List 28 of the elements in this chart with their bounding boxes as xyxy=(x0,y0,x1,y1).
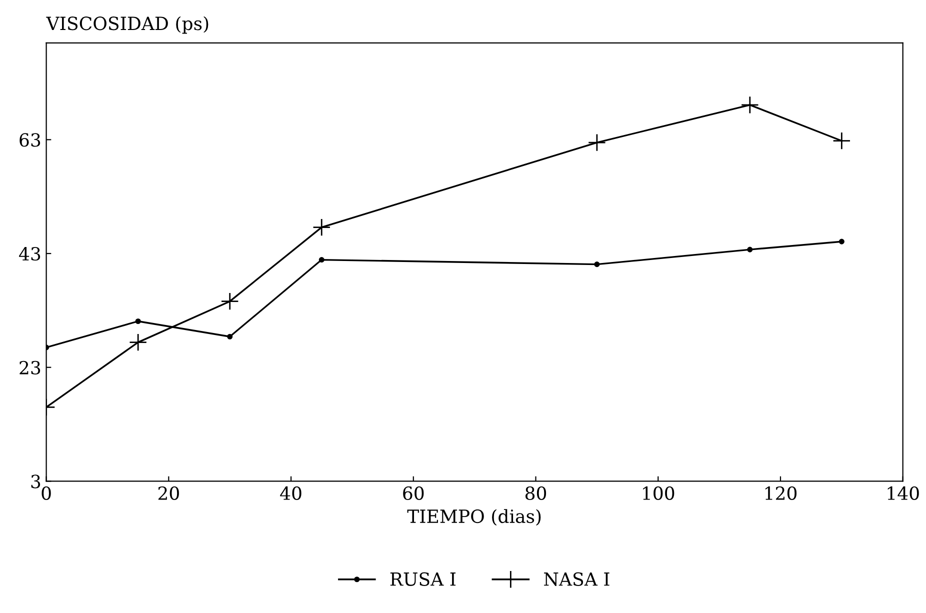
point xyxy=(740,96,759,114)
x-tick-label: 60 xyxy=(403,486,424,500)
y-tick-label: 63 xyxy=(20,133,40,147)
y-tick-label: 23 xyxy=(20,360,40,374)
y-tick-label: 3 xyxy=(31,474,40,488)
point xyxy=(220,292,239,310)
legend-label: RUSA I xyxy=(390,572,456,586)
x-axis-title: TIEMPO (dias) xyxy=(407,509,541,526)
x-tick-label: 20 xyxy=(158,486,179,500)
x-tick-label: 100 xyxy=(643,486,674,500)
x-tick-label: 120 xyxy=(765,486,797,500)
y-tick-label: 43 xyxy=(19,246,40,261)
point xyxy=(747,246,753,252)
point xyxy=(838,238,844,244)
point xyxy=(227,334,233,340)
point xyxy=(135,318,141,324)
point xyxy=(832,132,851,150)
y-axis-title: VISCOSIDAD (ps) xyxy=(46,16,208,34)
x-tick-label: 0 xyxy=(42,486,51,500)
x-tick-label: 80 xyxy=(525,486,546,500)
point xyxy=(594,262,600,268)
point xyxy=(312,218,331,236)
point xyxy=(129,333,148,352)
point xyxy=(318,257,324,263)
legend-label: NASA I xyxy=(544,572,610,586)
point xyxy=(588,133,606,152)
x-tick-label: 40 xyxy=(280,486,302,500)
x-tick-label: 140 xyxy=(888,486,919,500)
